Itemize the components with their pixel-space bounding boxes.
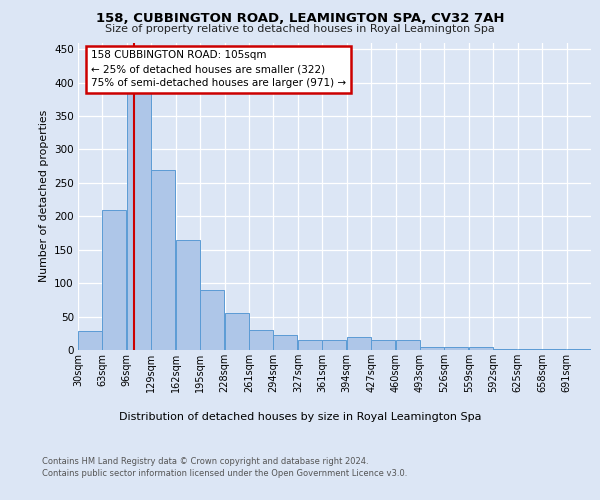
Text: 158, CUBBINGTON ROAD, LEAMINGTON SPA, CV32 7AH: 158, CUBBINGTON ROAD, LEAMINGTON SPA, CV… bbox=[96, 12, 504, 26]
Bar bbox=[249, 330, 273, 350]
Bar bbox=[322, 340, 346, 350]
Bar bbox=[347, 336, 371, 350]
Text: Distribution of detached houses by size in Royal Leamington Spa: Distribution of detached houses by size … bbox=[119, 412, 481, 422]
Bar bbox=[371, 340, 395, 350]
Bar bbox=[78, 332, 102, 350]
Bar bbox=[469, 346, 493, 350]
Bar bbox=[274, 334, 298, 350]
Y-axis label: Number of detached properties: Number of detached properties bbox=[38, 110, 49, 282]
Bar bbox=[395, 340, 419, 350]
Text: Size of property relative to detached houses in Royal Leamington Spa: Size of property relative to detached ho… bbox=[105, 24, 495, 34]
Bar bbox=[151, 170, 175, 350]
Bar bbox=[127, 62, 151, 350]
Text: Contains public sector information licensed under the Open Government Licence v3: Contains public sector information licen… bbox=[42, 469, 407, 478]
Text: Contains HM Land Registry data © Crown copyright and database right 2024.: Contains HM Land Registry data © Crown c… bbox=[42, 458, 368, 466]
Bar bbox=[224, 313, 248, 350]
Text: 158 CUBBINGTON ROAD: 105sqm
← 25% of detached houses are smaller (322)
75% of se: 158 CUBBINGTON ROAD: 105sqm ← 25% of det… bbox=[91, 50, 346, 88]
Bar bbox=[176, 240, 200, 350]
Bar bbox=[298, 340, 322, 350]
Bar bbox=[200, 290, 224, 350]
Bar bbox=[420, 346, 444, 350]
Bar bbox=[103, 210, 127, 350]
Bar bbox=[445, 346, 469, 350]
